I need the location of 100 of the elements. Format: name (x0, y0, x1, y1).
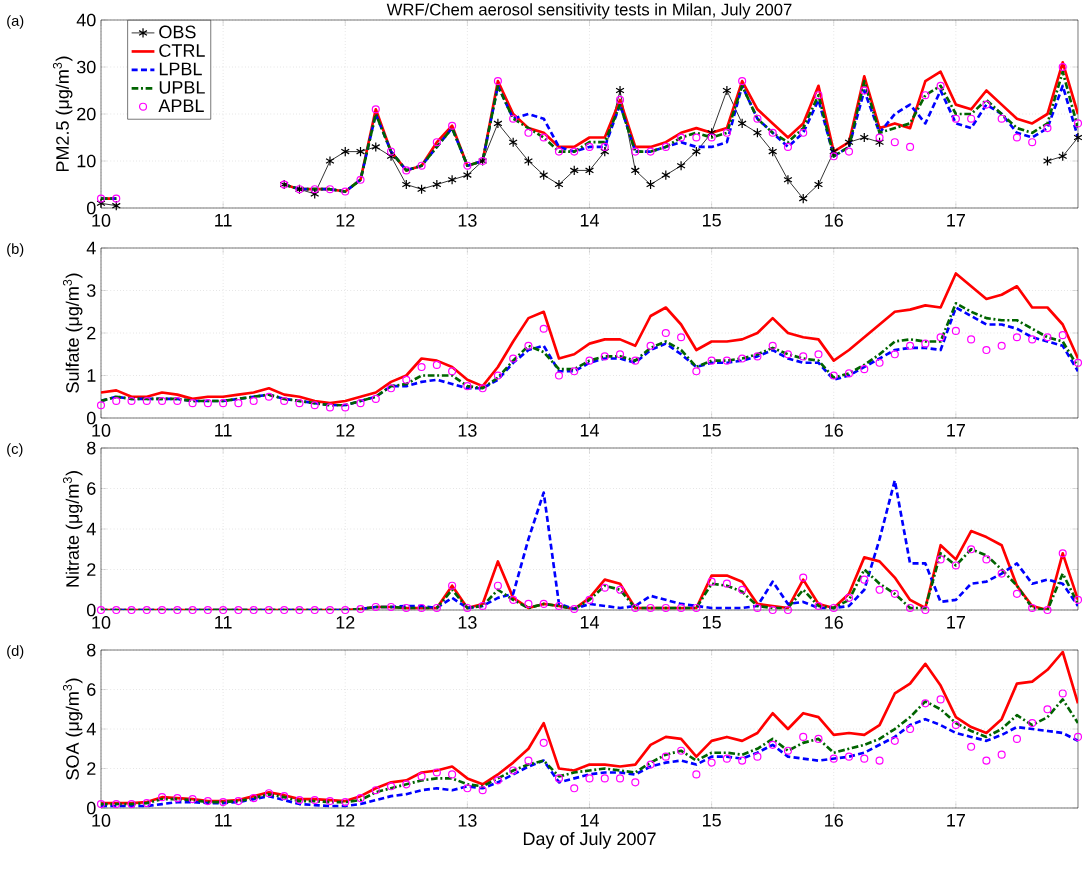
point (677, 133, 686, 142)
legend-label: OBS (159, 25, 196, 39)
point (890, 138, 899, 147)
x-tick-label: 13 (458, 616, 477, 629)
point (707, 127, 717, 138)
legend-label: APBL (158, 99, 204, 112)
point (799, 128, 808, 137)
point (96, 194, 106, 203)
point (111, 200, 121, 211)
x-tick-label: 13 (458, 424, 477, 437)
point (768, 128, 777, 137)
point (1028, 138, 1037, 147)
x-tick-label: 16 (825, 424, 843, 437)
point (401, 179, 411, 190)
x-tick-label: 12 (336, 616, 355, 629)
y-tick-label: 2 (87, 762, 96, 775)
x-tick-label: 14 (580, 814, 599, 827)
point (859, 132, 869, 143)
point (1058, 151, 1068, 162)
y-tick-label: 40 (76, 13, 96, 27)
point (768, 146, 778, 157)
point (1073, 132, 1082, 143)
point (906, 142, 915, 151)
y-tick-label: 0 (86, 201, 96, 215)
text: (b) (7, 243, 24, 257)
point (493, 77, 502, 86)
point (722, 85, 732, 96)
point (875, 137, 885, 148)
x-tick-label: 14 (580, 424, 599, 437)
point (936, 81, 945, 90)
x-tick-label: 17 (947, 814, 965, 827)
point (539, 133, 548, 142)
point (523, 155, 533, 167)
point (341, 187, 350, 196)
point (1042, 155, 1052, 167)
point (509, 114, 518, 123)
point (967, 114, 976, 123)
point (661, 169, 671, 181)
x-tick-label: 16 (825, 616, 843, 629)
y-tick-label: 4 (86, 241, 96, 255)
point (676, 160, 686, 171)
x-tick-label: 13 (458, 214, 477, 227)
text: (c) (7, 443, 23, 457)
x-tick-label: 12 (336, 424, 355, 437)
point (355, 146, 366, 157)
point (569, 165, 579, 176)
point (325, 185, 335, 194)
point (631, 147, 640, 156)
point (829, 146, 839, 157)
point (310, 188, 320, 200)
point (707, 133, 716, 142)
x-tick-label: 15 (702, 424, 721, 437)
legend-label: UPBL (159, 81, 205, 94)
text: (a) (7, 15, 24, 29)
point (371, 141, 381, 153)
y-tick-label: 10 (77, 154, 96, 168)
y-tick-label: 3 (86, 284, 96, 297)
point (600, 146, 610, 157)
y-axis-title: SOA (μg/m$^{3}$) (62, 678, 83, 780)
x-tick-label: 15 (702, 814, 721, 827)
point (661, 142, 670, 151)
point (386, 151, 396, 162)
point (982, 100, 991, 109)
x-tick-label: 13 (458, 814, 477, 827)
point (402, 166, 411, 175)
point (722, 128, 731, 137)
point (783, 174, 793, 185)
x-tick-label: 14 (580, 616, 599, 629)
y-tick-label: 2 (87, 563, 96, 576)
point (539, 169, 549, 181)
x-tick-label: 11 (215, 214, 232, 227)
point (554, 179, 564, 190)
point (325, 155, 335, 167)
x-tick-label: 15 (702, 214, 721, 227)
point (462, 169, 472, 181)
x-tick-label: 12 (336, 814, 355, 827)
point (584, 165, 595, 176)
y-tick-label: 8 (87, 643, 96, 657)
y-tick-label: 4 (86, 722, 96, 736)
x-tick-label: 15 (702, 616, 721, 629)
y-axis-title: Nitrate (μg/m$^{3}$) (62, 471, 83, 587)
x-tick-label: 17 (947, 214, 965, 227)
point (1012, 133, 1021, 142)
point (386, 147, 396, 156)
y-axis-title: Sulfate (μg/m$^{3}$) (62, 273, 83, 393)
point (432, 179, 442, 190)
y-tick-label: 1 (87, 369, 96, 382)
point (783, 142, 793, 151)
x-tick-label: 16 (825, 814, 843, 827)
point (417, 161, 426, 170)
y-tick-label: 6 (87, 482, 96, 495)
point (600, 142, 609, 151)
point (112, 194, 121, 203)
point (493, 118, 503, 129)
point (615, 95, 625, 104)
y-tick-label: 0 (86, 411, 96, 425)
y-tick-label: 30 (76, 60, 96, 74)
x-tick-label: 14 (580, 214, 599, 227)
point (585, 142, 594, 151)
x-tick-label: 17 (947, 424, 965, 437)
